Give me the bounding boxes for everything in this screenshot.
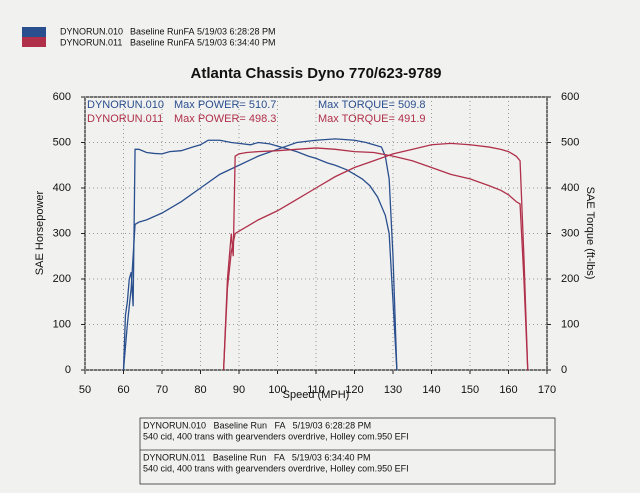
series-line [122, 138, 398, 371]
legend-swatch [22, 27, 46, 37]
annotation-run: DYNORUN.010 [87, 99, 164, 111]
y2-tick-label: 100 [561, 318, 579, 330]
x-tick-label: 120 [345, 384, 363, 396]
y-tick-label: 600 [53, 91, 71, 103]
y2-tick-label: 500 [561, 136, 579, 148]
legend-description: Baseline RunFA [130, 26, 195, 36]
annotation-power: Max POWER= 510.7 [174, 99, 276, 111]
x-tick-label: 150 [461, 384, 479, 396]
note-line: 540 cid, 400 trans with gearvenders over… [143, 431, 409, 441]
annotation-run: DYNORUN.011 [87, 113, 163, 125]
series-line [222, 147, 529, 371]
chart-title: Atlanta Chassis Dyno 770/623-9789 [191, 65, 442, 82]
y-tick-label: 500 [53, 136, 71, 148]
y2-tick-label: 0 [561, 364, 567, 376]
y-tick-label: 100 [53, 318, 71, 330]
x-axis-title: Speed (MPH) [283, 389, 350, 401]
x-tick-label: 50 [79, 384, 91, 396]
annotation-power: Max POWER= 498.3 [174, 113, 276, 125]
x-tick-label: 70 [156, 384, 168, 396]
legend-date: 5/19/03 6:34:40 PM [197, 37, 276, 47]
note-line: DYNORUN.010 Baseline Run FA 5/19/03 6:28… [143, 420, 371, 430]
x-tick-label: 100 [268, 384, 286, 396]
x-tick-label: 130 [384, 384, 402, 396]
y2-tick-label: 600 [561, 91, 579, 103]
annotation-torque: Max TORQUE= 491.9 [318, 113, 426, 125]
x-tick-label: 90 [233, 384, 245, 396]
annotation-torque: Max TORQUE= 509.8 [318, 99, 426, 111]
x-tick-label: 110 [307, 384, 325, 396]
y2-tick-label: 300 [561, 227, 579, 239]
legend-date: 5/19/03 6:28:28 PM [197, 26, 276, 36]
y-tick-label: 200 [53, 273, 71, 285]
note-line: 540 cid, 400 trans with gearvenders over… [143, 463, 409, 473]
series-line [122, 139, 398, 371]
x-tick-label: 140 [422, 384, 440, 396]
y2-axis-title: SAE Torque (ft-lbs) [584, 187, 596, 280]
legend-description: Baseline RunFA [130, 37, 195, 47]
y-axis-title: SAE Horsepower [34, 190, 46, 275]
y2-tick-label: 200 [561, 273, 579, 285]
x-tick-label: 170 [538, 384, 556, 396]
legend-name: DYNORUN.011 [60, 37, 122, 47]
legend-name: DYNORUN.010 [60, 26, 123, 36]
y-tick-label: 400 [53, 182, 71, 194]
legend-swatch [22, 37, 46, 47]
x-tick-label: 160 [499, 384, 517, 396]
note-line: DYNORUN.011 Baseline Run FA 5/19/03 6:34… [143, 452, 370, 462]
y-tick-label: 0 [65, 364, 71, 376]
series-line [222, 142, 529, 371]
y-tick-label: 300 [53, 227, 71, 239]
notes-box [139, 417, 556, 485]
y2-tick-label: 400 [561, 182, 579, 194]
x-tick-label: 80 [194, 384, 206, 396]
x-tick-label: 60 [117, 384, 129, 396]
